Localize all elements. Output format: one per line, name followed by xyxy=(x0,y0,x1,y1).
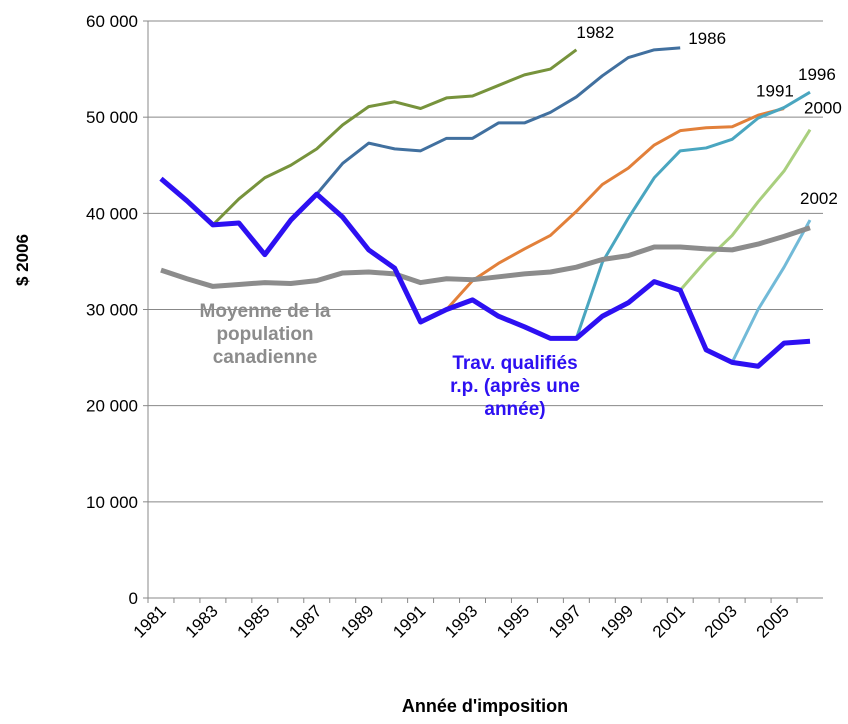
series-label: 1982 xyxy=(576,23,614,42)
x-tick-label: 1995 xyxy=(493,601,533,641)
series-line xyxy=(315,46,681,196)
x-tick-label: 1993 xyxy=(441,601,481,641)
x-tick-label: 2001 xyxy=(649,601,689,641)
series-line xyxy=(211,48,578,226)
series-label: 1986 xyxy=(688,29,726,48)
x-tick-label: 2005 xyxy=(753,601,793,641)
series-line xyxy=(574,90,811,339)
x-tick-label: 1983 xyxy=(182,601,222,641)
series-line xyxy=(445,107,785,311)
series-line xyxy=(159,176,811,369)
y-tick-label: 10 000 xyxy=(86,493,138,512)
series-label: 1991 xyxy=(756,82,794,101)
x-tick-label: 1989 xyxy=(337,601,377,641)
y-tick-label: 50 000 xyxy=(86,108,138,127)
y-tick-label: 40 000 xyxy=(86,204,138,223)
x-tick-label: 1985 xyxy=(233,601,273,641)
skilled-workers-label: Trav. qualifiés r.p. (après une année) xyxy=(450,353,580,420)
y-axis-title: $ 2006 xyxy=(13,234,32,286)
series-label: 1996 xyxy=(798,65,836,84)
y-tick-label: 20 000 xyxy=(86,397,138,416)
x-tick-label: 1987 xyxy=(285,601,325,641)
average-label: Moyenne de la population canadienne xyxy=(199,301,331,368)
series-label: 2000 xyxy=(804,99,842,118)
series-line xyxy=(679,128,812,292)
series-line xyxy=(730,219,812,364)
x-axis-title: Année d'imposition xyxy=(402,696,568,716)
x-tick-label: 1991 xyxy=(389,601,429,641)
x-tick-label: 2003 xyxy=(701,601,741,641)
series-line xyxy=(160,225,811,289)
x-tick-label: 1997 xyxy=(545,601,585,641)
y-tick-label: 0 xyxy=(129,589,138,608)
x-tick-label: 1999 xyxy=(597,601,637,641)
y-tick-label: 30 000 xyxy=(86,301,138,320)
series-label: 2002 xyxy=(800,189,838,208)
y-tick-label: 60 000 xyxy=(86,12,138,31)
